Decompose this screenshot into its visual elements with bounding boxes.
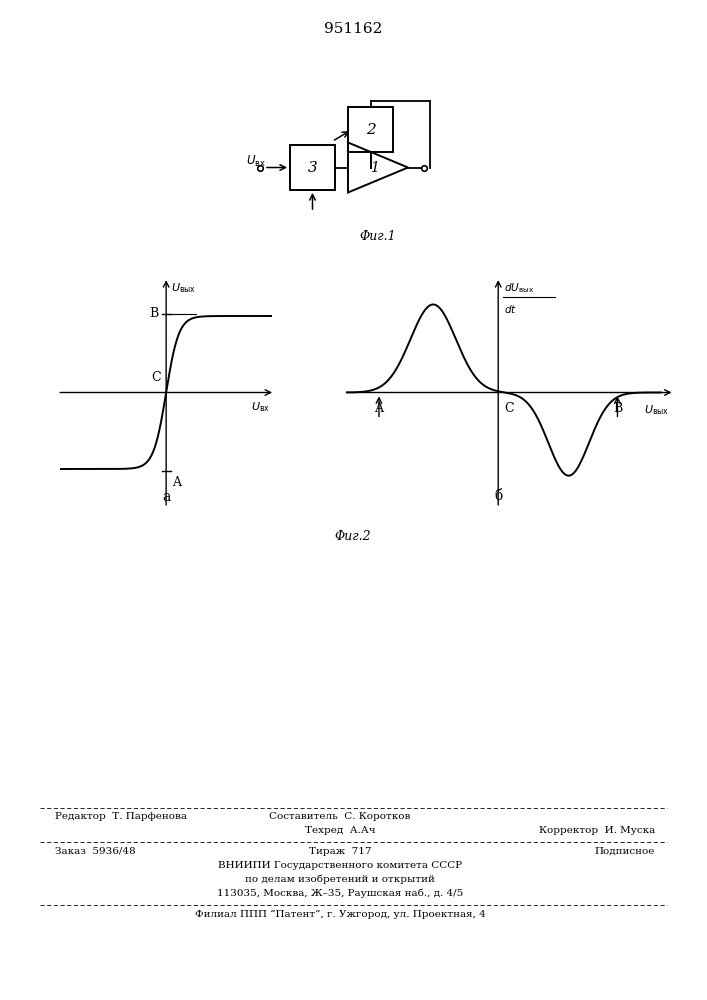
Text: $dU_{\rm вых}$: $dU_{\rm вых}$	[503, 281, 534, 295]
Text: 1: 1	[370, 160, 378, 174]
Text: Составитель  С. Коротков: Составитель С. Коротков	[269, 812, 411, 821]
Text: Φиг.1: Φиг.1	[360, 230, 397, 243]
Text: ВНИИПИ Государственного комитета СССР: ВНИИПИ Государственного комитета СССР	[218, 861, 462, 870]
Text: a: a	[162, 490, 170, 504]
Text: Тираж  717: Тираж 717	[309, 847, 371, 856]
Text: б: б	[494, 489, 503, 503]
Bar	[290, 145, 335, 190]
Text: Φиг.2: Φиг.2	[334, 530, 371, 543]
Text: $U_{\rm вх}$: $U_{\rm вх}$	[246, 153, 266, 169]
Text: $U_{\rm вх}$: $U_{\rm вх}$	[251, 401, 270, 414]
Text: Корректор  И. Муска: Корректор И. Муска	[539, 826, 655, 835]
Text: по делам изобретений и открытий: по делам изобретений и открытий	[245, 875, 435, 884]
Text: C: C	[151, 371, 160, 384]
Bar	[348, 107, 393, 152]
Text: B: B	[149, 307, 158, 320]
Text: $U_{\rm вых}$: $U_{\rm вых}$	[644, 403, 669, 417]
Text: 113035, Москва, Ж–35, Раушская наб., д. 4/5: 113035, Москва, Ж–35, Раушская наб., д. …	[217, 889, 463, 898]
Text: 2: 2	[366, 122, 375, 136]
Text: $dt$: $dt$	[503, 303, 517, 315]
Text: Подписное: Подписное	[595, 847, 655, 856]
Text: Техред  А.Ач: Техред А.Ач	[305, 826, 375, 835]
Text: B: B	[613, 402, 622, 415]
Text: Филиал ППП “Патент”, г. Ужгород, ул. Проектная, 4: Филиал ППП “Патент”, г. Ужгород, ул. Про…	[194, 910, 486, 919]
Text: $U_{\rm вых}$: $U_{\rm вых}$	[170, 281, 196, 295]
Text: 3: 3	[308, 160, 317, 174]
Text: Редактор  Т. Парфенова: Редактор Т. Парфенова	[55, 812, 187, 821]
Text: C: C	[505, 402, 514, 415]
Text: A: A	[172, 476, 181, 489]
Text: Заказ  5936/48: Заказ 5936/48	[55, 847, 136, 856]
Text: A: A	[375, 402, 383, 415]
Text: 951162: 951162	[324, 22, 382, 36]
